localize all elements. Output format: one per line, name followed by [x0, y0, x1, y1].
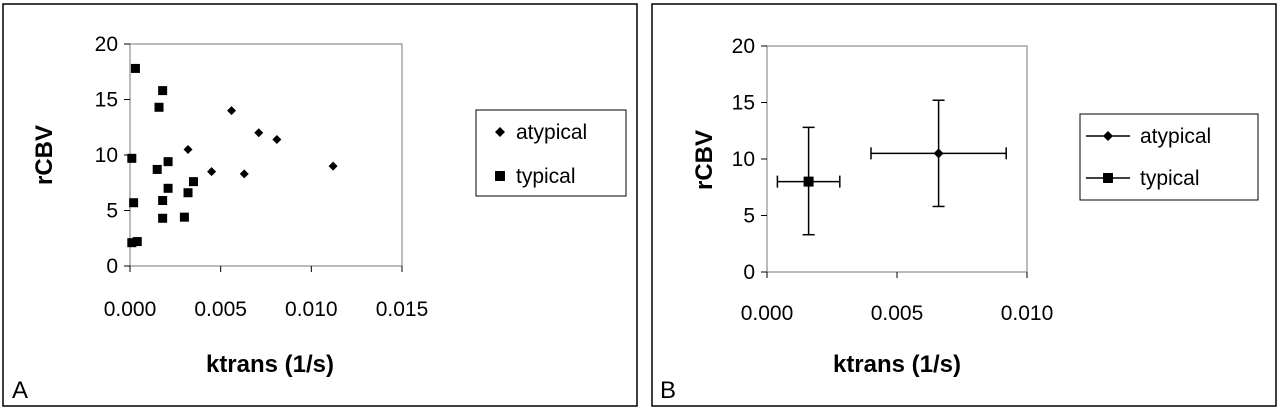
panel-a-x-axis-title: ktrans (1/s): [206, 351, 334, 378]
panel-b-plot-area: [766, 45, 1028, 273]
panel-b-marks: [776, 99, 1007, 236]
panel-a-x-tick-label: 0.000: [104, 298, 157, 321]
panel-b-x-tick-label: 0.010: [1001, 302, 1054, 325]
panel-a-x-tick-label: 0.005: [194, 298, 247, 321]
panel-a-typical-point: [158, 213, 168, 223]
panel-b-x-tick-label: 0.005: [871, 302, 924, 325]
panel-b-letter: B: [660, 377, 676, 404]
panel-a-typical-point: [179, 212, 189, 222]
panel-a: 0.000 0.005 0.010 0.015 0 5 10 15 20 ktrans (1/…: [2, 3, 638, 407]
panel-b-atypical-point: [933, 148, 944, 159]
panel-a-x-ticks: 0.000 0.005 0.010 0.015: [104, 266, 429, 321]
panel-a-typical-point: [129, 198, 139, 208]
panel-a-legend: atypical typical: [475, 109, 627, 197]
panel-a-legend-marker-typical: [495, 171, 505, 181]
panel-b-y-axis-title: rCBV: [691, 130, 718, 190]
panel-a-y-ticks: 0 5 10 15 20: [95, 33, 130, 278]
panel-a-atypical-point: [207, 167, 217, 177]
panel-a-frame: [2, 3, 638, 407]
panel-b-y-tick-label: 15: [732, 92, 755, 115]
panel-a-legend-label-typical: typical: [516, 165, 576, 188]
panel-b-x-tick-label: 0.000: [741, 302, 794, 325]
panel-b-y-tick-label: 5: [743, 205, 755, 228]
panel-a-atypical-point: [328, 161, 338, 171]
panel-a-y-tick-label: 20: [95, 33, 118, 56]
panel-a-letter: A: [12, 377, 28, 404]
panel-b-legend-box: [1079, 113, 1259, 201]
panel-a-typical-point: [152, 164, 162, 174]
panel-a-typical-point: [183, 188, 193, 198]
panel-b-legend-marker-typical: [1103, 173, 1113, 183]
panel-a-typical-point: [154, 102, 164, 112]
panel-b-y-ticks: 0 5 10 15 20: [732, 35, 767, 284]
panel-b-legend-marker-atypical: [1103, 131, 1113, 141]
panel-b: 0.000 0.005 0.010 0 5 10 15 20 ktrans (1/s) rC…: [651, 3, 1277, 407]
panel-a-atypical-point: [227, 106, 237, 116]
panel-a-typical-point: [130, 63, 140, 73]
panel-b-y-tick-label: 10: [732, 148, 755, 171]
panel-a-marks: [127, 63, 338, 248]
panel-a-typical-point: [132, 237, 142, 247]
panel-b-frame: [651, 3, 1277, 407]
panel-a-y-tick-label: 15: [95, 89, 118, 112]
panel-a-x-tick-label: 0.015: [376, 298, 429, 321]
panel-a-typical-point: [188, 177, 198, 187]
panel-a-x-tick-label: 0.010: [285, 298, 338, 321]
panel-b-legend: atypical typical: [1079, 113, 1259, 201]
panel-a-atypical-point: [272, 134, 282, 144]
panel-b-x-axis-title: ktrans (1/s): [833, 351, 961, 378]
panel-a-typical-point: [127, 238, 137, 248]
panel-a-atypical-point: [239, 169, 249, 179]
panel-b-typical-point: [803, 176, 814, 187]
panel-a-y-axis-title: rCBV: [31, 125, 58, 185]
panel-a-y-tick-label: 0: [106, 255, 118, 278]
panel-b-x-ticks: 0.000 0.005 0.010: [741, 272, 1054, 325]
panel-a-typical-point: [163, 183, 173, 193]
panel-b-y-tick-label: 20: [732, 35, 755, 58]
panel-b-legend-label-atypical: atypical: [1140, 125, 1211, 148]
panel-a-y-tick-label: 10: [95, 144, 118, 167]
panel-a-typical-point: [158, 196, 168, 206]
panel-a-plot-area: [129, 43, 403, 267]
panel-a-typical-point: [127, 153, 137, 163]
panel-b-legend-label-typical: typical: [1140, 167, 1200, 190]
panel-a-legend-marker-atypical: [495, 127, 505, 137]
panel-a-typical-point: [163, 157, 173, 167]
panel-a-atypical-point: [254, 128, 264, 138]
panel-a-legend-box: [475, 109, 627, 197]
panel-a-atypical-point: [183, 144, 193, 154]
panel-a-legend-label-atypical: atypical: [516, 121, 587, 144]
panel-a-y-tick-label: 5: [106, 200, 118, 223]
panel-a-typical-point: [158, 86, 168, 96]
panel-b-y-tick-label: 0: [743, 261, 755, 284]
